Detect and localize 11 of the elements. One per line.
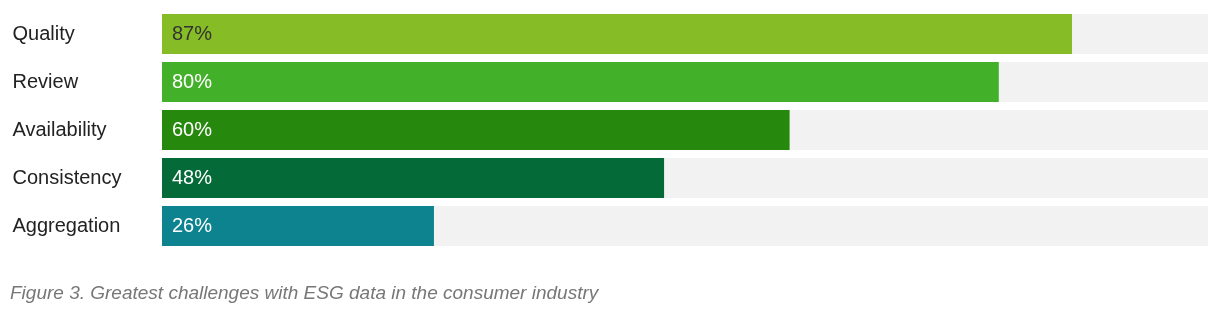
caption: Figure 3. Greatest challenges with ESG data in the consumer industry [10, 282, 600, 303]
y-tick-label: Consistency [12, 166, 122, 189]
data-label: 87% [172, 21, 213, 44]
y-tick-label: Availability [12, 118, 107, 140]
data-label: 26% [172, 214, 213, 237]
data-label: 60% [172, 118, 213, 140]
data-label: 80% [172, 69, 213, 92]
y-tick-label: Review [12, 69, 79, 92]
data-label: 48% [172, 166, 213, 189]
y-tick-label: Quality [12, 21, 75, 44]
y-tick-label: Aggregation [12, 214, 121, 237]
